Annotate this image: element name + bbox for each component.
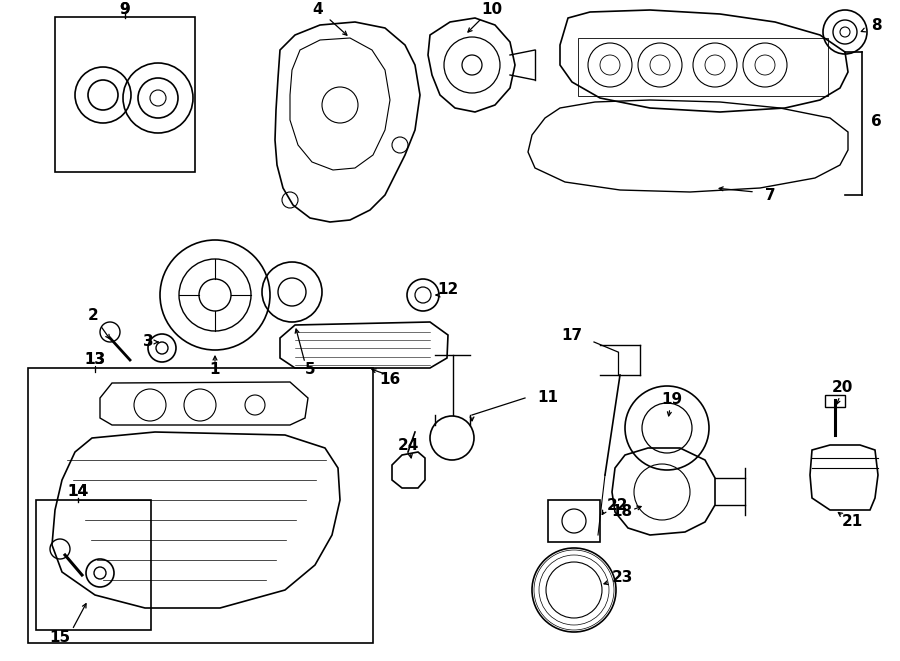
Text: 9: 9	[120, 3, 130, 17]
Text: 22: 22	[608, 498, 629, 512]
Text: 8: 8	[870, 19, 881, 34]
Bar	[825, 395, 845, 407]
Text: 9: 9	[120, 3, 130, 17]
Text: 7: 7	[765, 188, 775, 202]
Text: 10: 10	[482, 3, 502, 17]
Text: 23: 23	[611, 570, 633, 586]
Bar	[55, 17, 195, 172]
Bar	[36, 500, 151, 630]
Text: 11: 11	[537, 391, 559, 405]
Text: 2: 2	[87, 307, 98, 323]
Text: 20: 20	[832, 381, 852, 395]
Text: 4: 4	[312, 3, 323, 17]
Text: 17: 17	[562, 327, 582, 342]
Text: 14: 14	[68, 485, 88, 500]
Text: 1: 1	[210, 362, 220, 377]
Text: 6: 6	[870, 114, 881, 130]
Bar	[548, 500, 600, 542]
Bar	[28, 368, 373, 643]
Text: 18: 18	[611, 504, 633, 520]
Text: 5: 5	[305, 362, 315, 377]
Text: 3: 3	[143, 334, 153, 350]
Text: 12: 12	[437, 282, 459, 297]
Bar	[578, 38, 828, 96]
Text: 14: 14	[68, 485, 88, 500]
Text: 13: 13	[85, 352, 105, 368]
Text: 24: 24	[397, 438, 418, 453]
Text: 19: 19	[662, 393, 682, 407]
Text: 13: 13	[85, 352, 105, 368]
Text: 16: 16	[380, 373, 400, 387]
Text: 15: 15	[50, 631, 70, 646]
Text: 21: 21	[842, 514, 862, 529]
